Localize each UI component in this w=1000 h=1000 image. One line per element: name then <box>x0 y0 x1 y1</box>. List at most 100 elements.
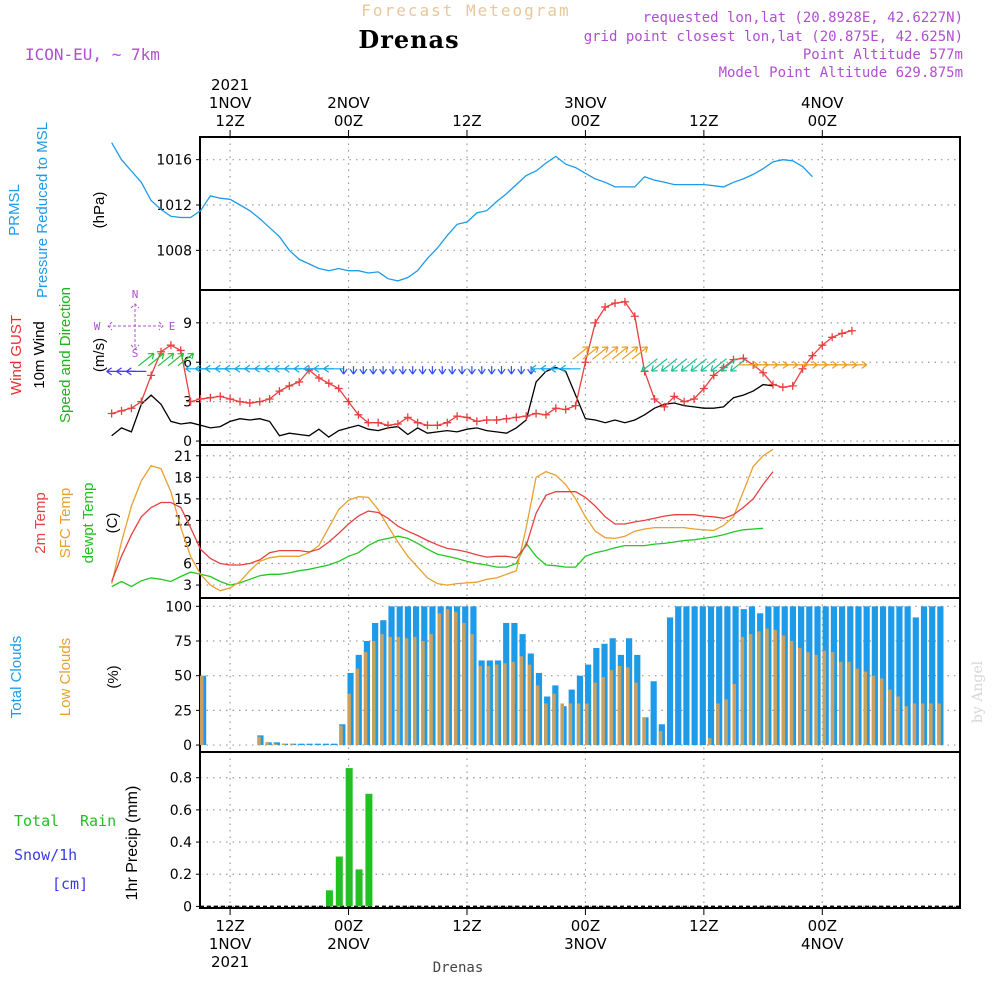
wind-direction-arrow <box>560 364 581 373</box>
wind-gust-marker <box>759 368 768 377</box>
time-axis-label: 12Z <box>689 112 718 130</box>
low-cloud-bar <box>937 703 941 746</box>
clouds-y-tick-label: 25 <box>174 703 192 719</box>
low-cloud-bar <box>773 629 777 746</box>
low-cloud-bar <box>576 703 581 746</box>
low-cloud-bar <box>740 636 745 746</box>
prmsl-line <box>111 142 813 282</box>
total-cloud-bar <box>683 606 690 746</box>
wind-gust-marker <box>620 297 629 306</box>
low-cloud-bar <box>519 656 523 746</box>
total-cloud-bar <box>666 617 674 746</box>
wind-gust-marker <box>650 395 659 404</box>
wind-gust-marker <box>275 387 284 396</box>
wind-gust-marker <box>186 397 195 406</box>
total-cloud-bar <box>912 617 919 746</box>
time-axis-label: 00Z <box>808 917 837 935</box>
pressure-label-2: (hPa) <box>91 192 108 229</box>
low-cloud-bar <box>724 699 728 746</box>
wind-direction-arrow <box>660 358 678 372</box>
time-axis-label: 2021 <box>211 76 249 94</box>
wind-direction-arrow <box>369 366 378 375</box>
wind-direction-arrow <box>177 352 195 367</box>
total-cloud-bar <box>331 743 338 746</box>
wind-direction-arrow <box>125 367 147 376</box>
wind-gust-marker <box>334 384 343 393</box>
wind-direction-arrow <box>611 346 629 360</box>
wind-direction-arrow <box>418 366 427 375</box>
low-cloud-bar <box>617 665 622 746</box>
low-cloud-bar <box>716 703 720 746</box>
low-cloud-bar <box>896 696 900 746</box>
low-cloud-bar <box>920 703 925 746</box>
wind-gust-marker <box>778 383 787 392</box>
low-cloud-bar <box>806 652 810 746</box>
low-cloud-bar <box>339 725 343 746</box>
total-cloud-bar <box>732 606 739 746</box>
wind-gust-marker <box>403 413 412 422</box>
clouds-label-1: Low Clouds <box>57 638 74 716</box>
wind-direction-arrow <box>438 366 447 375</box>
total-cloud-bar <box>920 606 928 746</box>
wind-gust-marker <box>611 299 620 308</box>
time-axis-label: 2021 <box>211 953 249 971</box>
total-cloud-bar <box>707 606 715 746</box>
low-cloud-bar <box>568 703 573 746</box>
wind-gust-marker <box>660 402 669 411</box>
low-cloud-bar <box>838 661 843 746</box>
pressure-axis-labels: PRMSL Pressure Reduced to MSL (hPa) <box>6 122 108 298</box>
low-cloud-bar <box>412 636 417 746</box>
wind-gust-marker <box>255 397 264 406</box>
temperature-y-tick-label: 18 <box>174 470 192 486</box>
low-cloud-bar <box>257 736 261 746</box>
low-cloud-bar <box>511 661 515 746</box>
wind-gust-marker <box>265 395 274 404</box>
wind-direction-arrow <box>398 366 407 375</box>
low-cloud-bar <box>552 693 556 746</box>
wind-direction-arrow <box>641 358 658 372</box>
wind-gust-marker <box>117 406 126 415</box>
low-cloud-bar <box>470 634 474 746</box>
temperature-label-3: (C) <box>104 513 121 534</box>
model-label: ICON-EU, ~ 7km <box>25 45 160 64</box>
wind-direction-arrow <box>592 346 609 360</box>
low-cloud-bar <box>535 685 540 746</box>
time-axis-label: 4NOV <box>801 935 844 953</box>
pressure-y-tick-label: 1016 <box>156 153 192 169</box>
total-cloud-bar <box>691 606 698 746</box>
wind-direction-arrow <box>323 364 344 373</box>
temperature-y-tick-label: 21 <box>174 449 192 465</box>
time-axis-label: 00Z <box>571 112 600 130</box>
low-cloud-bar <box>503 663 507 746</box>
wind-direction-arrow <box>517 366 526 375</box>
low-cloud-bar <box>273 743 278 746</box>
wind-direction-arrow <box>428 366 437 375</box>
low-cloud-bar <box>609 670 614 746</box>
precip-label-snow: Snow/1h <box>14 846 77 864</box>
precip-y-tick-label: 0 <box>183 899 192 915</box>
low-cloud-bar <box>527 664 532 746</box>
low-cloud-bar <box>757 631 761 746</box>
dewpoint-line <box>111 527 764 588</box>
compass-cross <box>107 303 164 350</box>
wind-direction-arrow <box>339 366 348 375</box>
wind-gust-marker <box>364 418 373 427</box>
wind-gust-marker <box>285 381 294 390</box>
time-axis-label: 2NOV <box>327 94 370 112</box>
total-cloud-bar <box>306 743 313 746</box>
time-axis-label: 00Z <box>808 112 837 130</box>
total-cloud-bar <box>724 606 731 746</box>
surface-temp-line <box>111 448 774 592</box>
low-cloud-bar <box>200 675 204 746</box>
wind-gust-marker <box>581 358 590 367</box>
wind-direction-arrow <box>448 366 457 375</box>
temperature-label-2: dewpt Temp <box>80 483 97 564</box>
wind-direction-arrow <box>680 358 698 372</box>
wind-direction-arrow <box>497 366 506 375</box>
wind-direction-arrow <box>631 346 649 360</box>
wind-gust-marker <box>502 414 511 423</box>
wind-direction-arrow <box>651 358 668 372</box>
wind-label-3: (m/s) <box>91 338 108 372</box>
